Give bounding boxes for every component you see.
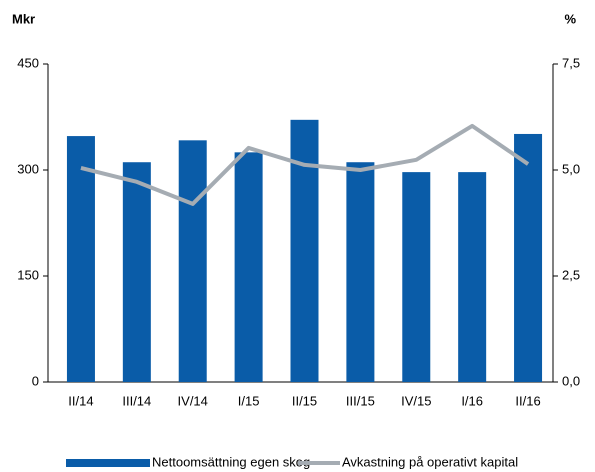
bar [290, 119, 319, 383]
bar [458, 172, 487, 382]
y-tick-label: 300 [17, 161, 39, 176]
y2-tick-label: 0,0 [562, 373, 580, 388]
y2-tick-label: 2,5 [562, 267, 580, 282]
x-tick-label: III/15 [346, 393, 375, 408]
x-tick-label: II/14 [68, 393, 93, 408]
legend-label: Nettoomsättning egen skog [152, 454, 310, 469]
bar [66, 136, 95, 382]
bar [402, 172, 431, 382]
line [80, 123, 530, 206]
y-tick-label: 450 [17, 55, 39, 70]
legend-swatch [66, 459, 150, 467]
x-tick-label: II/16 [515, 393, 540, 408]
legend-label: Avkastning på operativt kapital [342, 454, 518, 469]
x-tick-label: IV/15 [401, 393, 431, 408]
y-tick-label: 150 [17, 267, 39, 282]
bar [178, 140, 207, 382]
x-tick-label: I/16 [461, 393, 483, 408]
y-axis-label: Mkr [12, 11, 35, 26]
y-tick-label: 0 [32, 373, 39, 388]
y2-tick-label: 7,5 [562, 55, 580, 70]
bar [122, 162, 151, 382]
y2-axis-label: % [564, 11, 576, 26]
x-tick-label: III/14 [122, 393, 151, 408]
x-tick-label: I/15 [238, 393, 260, 408]
bar [234, 152, 263, 382]
bar [514, 133, 543, 382]
y2-tick-label: 5,0 [562, 161, 580, 176]
bar [346, 162, 375, 382]
x-tick-label: II/15 [292, 393, 317, 408]
x-tick-label: IV/14 [178, 393, 208, 408]
